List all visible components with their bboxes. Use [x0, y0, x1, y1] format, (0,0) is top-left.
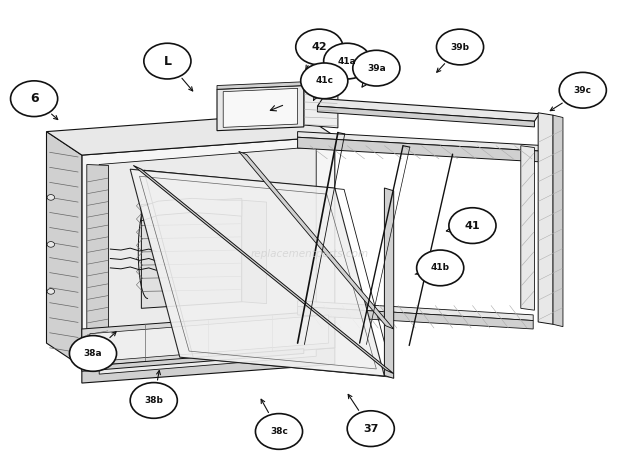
- Polygon shape: [317, 106, 534, 127]
- Circle shape: [255, 414, 303, 449]
- Polygon shape: [130, 169, 384, 376]
- Text: 41b: 41b: [431, 263, 450, 273]
- Circle shape: [296, 29, 343, 65]
- Polygon shape: [538, 113, 553, 324]
- Text: 38b: 38b: [144, 396, 163, 405]
- Polygon shape: [239, 151, 394, 329]
- Polygon shape: [298, 132, 546, 151]
- Polygon shape: [87, 164, 108, 363]
- Text: L: L: [164, 55, 171, 68]
- Polygon shape: [133, 165, 394, 374]
- Polygon shape: [82, 136, 335, 367]
- Circle shape: [130, 383, 177, 418]
- Polygon shape: [99, 147, 316, 374]
- Circle shape: [11, 81, 58, 117]
- Polygon shape: [82, 310, 335, 367]
- Circle shape: [449, 208, 496, 243]
- Text: 37: 37: [363, 423, 378, 434]
- Circle shape: [436, 29, 484, 65]
- Text: 38a: 38a: [84, 349, 102, 358]
- Text: replacementparts.com: replacementparts.com: [251, 249, 369, 259]
- Text: 39c: 39c: [574, 86, 592, 95]
- Circle shape: [47, 289, 55, 294]
- Text: 41a: 41a: [338, 56, 356, 66]
- Polygon shape: [217, 86, 304, 131]
- Circle shape: [69, 336, 117, 371]
- Polygon shape: [298, 137, 546, 162]
- Polygon shape: [521, 146, 534, 310]
- Polygon shape: [90, 315, 329, 362]
- Circle shape: [324, 43, 371, 79]
- Polygon shape: [46, 132, 82, 367]
- Text: 42: 42: [311, 42, 327, 52]
- Text: 39b: 39b: [451, 42, 469, 52]
- Polygon shape: [82, 349, 304, 371]
- Polygon shape: [223, 88, 298, 127]
- Circle shape: [347, 411, 394, 446]
- Text: 41: 41: [464, 220, 480, 231]
- Text: 6: 6: [30, 92, 38, 105]
- Polygon shape: [553, 115, 563, 327]
- Polygon shape: [46, 113, 335, 155]
- Circle shape: [47, 242, 55, 247]
- Circle shape: [47, 195, 55, 200]
- Circle shape: [144, 43, 191, 79]
- Circle shape: [353, 50, 400, 86]
- Polygon shape: [304, 85, 338, 128]
- Polygon shape: [298, 306, 533, 329]
- Polygon shape: [82, 348, 335, 383]
- Text: 38c: 38c: [270, 427, 288, 436]
- Polygon shape: [141, 200, 242, 308]
- Circle shape: [417, 250, 464, 286]
- Text: 39a: 39a: [367, 63, 386, 73]
- Polygon shape: [217, 82, 304, 89]
- Polygon shape: [298, 301, 533, 321]
- Polygon shape: [242, 200, 267, 304]
- Circle shape: [301, 63, 348, 99]
- Polygon shape: [141, 198, 242, 221]
- Polygon shape: [141, 198, 242, 215]
- Circle shape: [559, 72, 606, 108]
- Text: 41c: 41c: [315, 76, 334, 86]
- Polygon shape: [384, 188, 394, 378]
- Polygon shape: [317, 99, 539, 121]
